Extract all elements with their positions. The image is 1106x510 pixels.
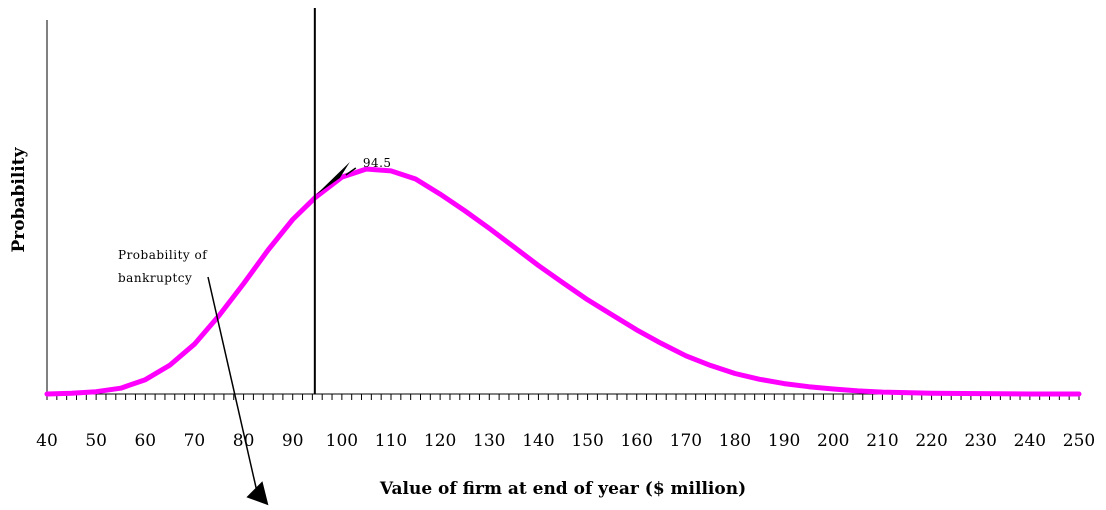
threshold-annotation: 94.5 (315, 156, 392, 196)
x-tick-label: 230 (964, 431, 996, 451)
threshold-arrow (345, 167, 357, 176)
x-tick-label: 150 (571, 431, 603, 451)
bankruptcy-arrow (207, 276, 258, 490)
y-axis-title: Probability (9, 146, 29, 252)
x-tick-label: 220 (915, 431, 947, 451)
x-tick-label: 120 (424, 431, 456, 451)
x-tick-label: 180 (719, 431, 751, 451)
x-tick-label: 70 (184, 431, 206, 451)
bankruptcy-arrowhead (246, 481, 269, 506)
x-tick-labels: 40 50 60 70 80 90 100 110 120 130 140 150 160 170 180 1… (36, 431, 1095, 451)
x-tick-label: 130 (473, 431, 505, 451)
axes: 40 50 60 70 80 90 100 110 120 130 140 150 160 170 180 1… (36, 20, 1095, 451)
threshold-label: 94.5 (363, 156, 392, 170)
x-tick-label: 200 (817, 431, 849, 451)
x-tick-label: 100 (326, 431, 358, 451)
x-tick-label: 250 (1063, 431, 1095, 451)
x-axis-title: Value of firm at end of year ($ million) (379, 479, 746, 499)
x-tick-label: 170 (670, 431, 702, 451)
probability-curve (44, 166, 1082, 397)
threshold-arrowhead (315, 162, 350, 196)
x-tick-label: 90 (282, 431, 304, 451)
x-tick-label: 50 (85, 431, 107, 451)
x-tick-label: 190 (768, 431, 800, 451)
x-tick-label: 60 (134, 431, 156, 451)
bankruptcy-label-line-2: bankruptcy (118, 271, 192, 285)
x-tick-label: 80 (233, 431, 255, 451)
x-tick-label: 40 (36, 431, 58, 451)
bankruptcy-annotation: Probability of bankruptcy (118, 248, 269, 506)
x-tick-label: 240 (1014, 431, 1046, 451)
bankruptcy-label-line-1: Probability of (118, 248, 208, 262)
x-tick-label: 110 (375, 431, 407, 451)
x-tick-label: 210 (866, 431, 898, 451)
x-tick-label: 140 (522, 431, 554, 451)
x-tick-label: 160 (620, 431, 652, 451)
